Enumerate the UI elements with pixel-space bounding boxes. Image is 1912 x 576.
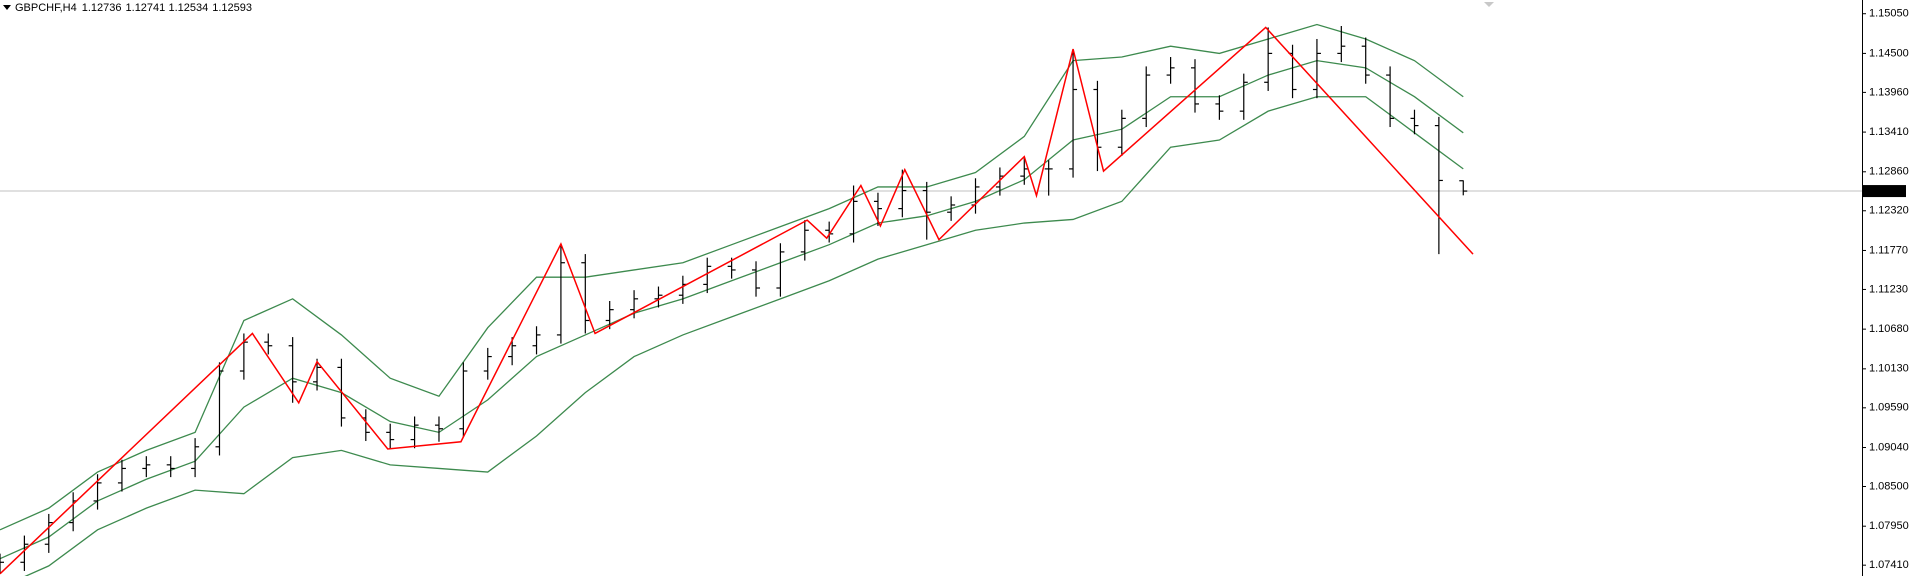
y-tick-label: 1.09590 — [1869, 402, 1909, 414]
high-price: 1.12741 — [126, 2, 166, 14]
y-tick-label: 1.09040 — [1869, 441, 1909, 453]
menu-triangle — [3, 5, 11, 10]
open-price: 1.12736 — [82, 2, 122, 14]
current-price-box — [1863, 185, 1906, 198]
y-tick-label: 1.11770 — [1869, 244, 1908, 256]
close-price: 1.12593 — [212, 2, 252, 14]
zigzag — [0, 26, 1474, 575]
y-tick-label: 1.13410 — [1869, 126, 1909, 138]
y-tick-label: 1.15050 — [1869, 8, 1909, 20]
chart-header: GBPCHF,H4 1.12736 1.12741 1.12534 1.12593 — [15, 2, 252, 14]
y-tick-label: 1.12320 — [1869, 205, 1909, 217]
y-tick-label: 1.14500 — [1869, 47, 1909, 59]
y-tick-label: 1.10680 — [1869, 323, 1909, 335]
y-tick-label: 1.10130 — [1869, 363, 1909, 375]
symbol: GBPCHF,H4 — [15, 2, 77, 14]
band-lower — [24, 96, 1464, 576]
y-tick-label: 1.13960 — [1869, 86, 1909, 98]
y-tick-label: 1.12860 — [1869, 166, 1909, 178]
current-price-label: 1.12593 — [1866, 185, 1906, 197]
y-tick-label: 1.07950 — [1869, 520, 1909, 532]
shift-marker — [1484, 2, 1494, 7]
y-tick-label: 1.08500 — [1869, 480, 1909, 492]
low-price: 1.12534 — [168, 2, 208, 14]
band-upper — [0, 23, 1464, 531]
y-tick-label: 1.11230 — [1869, 283, 1908, 295]
y-tick-label: 1.07410 — [1869, 559, 1909, 571]
